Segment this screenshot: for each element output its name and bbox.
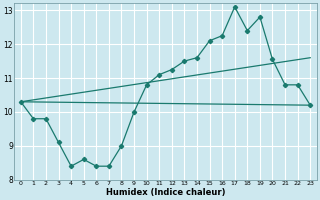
- X-axis label: Humidex (Indice chaleur): Humidex (Indice chaleur): [106, 188, 225, 197]
